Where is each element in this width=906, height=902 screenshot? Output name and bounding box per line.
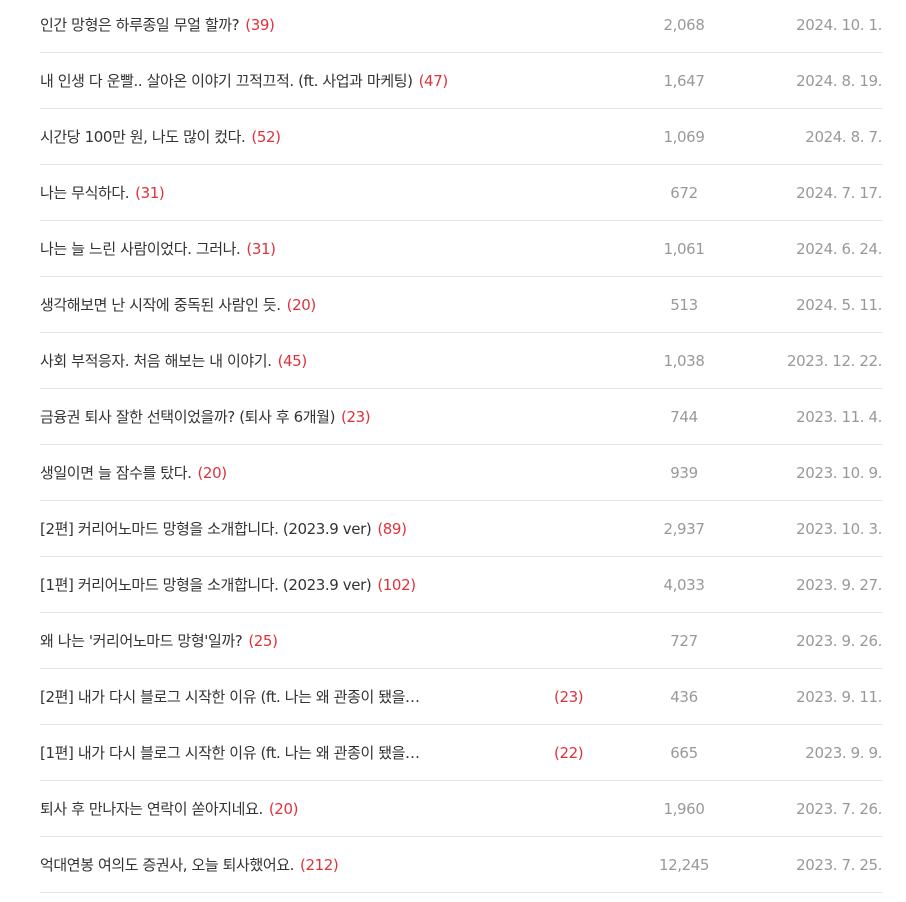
post-row[interactable]: 내 인생 다 운빨.. 살아온 이야기 끄적끄적. (ft. 사업과 마케팅) … [40, 53, 882, 109]
post-date: 2023. 9. 26. [796, 631, 882, 650]
view-count: 1,038 [663, 351, 705, 370]
post-date: 2024. 7. 17. [796, 183, 882, 202]
comment-count-link[interactable]: (20) [286, 295, 317, 314]
post-title-cell: 왜 나는 '커리어노마드 망형'일까? (25) [40, 630, 630, 651]
post-row[interactable]: 금융권 퇴사 잘한 선택이었을까? (퇴사 후 6개월) (23) 744 20… [40, 389, 882, 445]
view-count: 436 [670, 687, 698, 706]
view-count: 2,068 [663, 15, 705, 34]
post-title-link[interactable]: 나는 늘 느린 사람이었다. 그러나. [40, 240, 241, 258]
post-title-link[interactable]: 내 인생 다 운빨.. 살아온 이야기 끄적끄적. (ft. 사업과 마케팅) [40, 72, 413, 90]
post-title-link[interactable]: [2편] 커리어노마드 망형을 소개합니다. (2023.9 ver) [40, 520, 372, 538]
post-title-cell: [1편] 커리어노마드 망형을 소개합니다. (2023.9 ver) (102… [40, 574, 630, 595]
post-date: 2023. 9. 9. [805, 743, 882, 762]
comment-count-link[interactable]: (39) [245, 15, 275, 34]
post-title-link[interactable]: 사회 부적응자. 처음 해보는 내 이야기. [40, 352, 272, 370]
post-date: 2024. 6. 24. [796, 239, 882, 258]
post-title-link[interactable]: [1편] 커리어노마드 망형을 소개합니다. (2023.9 ver) [40, 576, 372, 594]
view-count: 665 [670, 743, 698, 762]
post-title-cell: 금융권 퇴사 잘한 선택이었을까? (퇴사 후 6개월) (23) [40, 406, 630, 427]
post-date: 2024. 8. 19. [796, 71, 882, 90]
post-date: 2024. 10. 1. [796, 15, 882, 34]
view-count: 672 [670, 183, 698, 202]
comment-count-link[interactable]: (52) [251, 127, 281, 146]
post-title-cell: 인간 망형은 하루종일 무얼 할까? (39) [40, 14, 630, 35]
post-title-cell: [2편] 내가 다시 블로그 시작한 이유 (ft. 나는 왜 관종이 됐을… … [40, 686, 630, 707]
post-row[interactable]: [2편] 커리어노마드 망형을 소개합니다. (2023.9 ver) (89)… [40, 501, 882, 557]
post-title-cell: 생일이면 늘 잠수를 탔다. (20) [40, 462, 630, 483]
post-title-link[interactable]: 생각해보면 난 시작에 중독된 사람인 듯. [40, 296, 281, 314]
post-title-link[interactable]: 시간당 100만 원, 나도 많이 컸다. [40, 128, 246, 146]
post-date: 2023. 7. 26. [796, 799, 882, 818]
comment-count-link[interactable]: (20) [197, 463, 227, 482]
post-row[interactable]: 억대연봉 여의도 증권사, 오늘 퇴사했어요. (212) 12,245 202… [40, 837, 882, 893]
post-title-cell: 퇴사 후 만나자는 연락이 쏟아지네요. (20) [40, 798, 630, 819]
comment-count-link[interactable]: (89) [377, 519, 407, 538]
post-title-cell: [1편] 내가 다시 블로그 시작한 이유 (ft. 나는 왜 관종이 됐을… … [40, 742, 630, 763]
view-count: 2,937 [663, 519, 705, 538]
post-title-cell: 시간당 100만 원, 나도 많이 컸다. (52) [40, 126, 630, 147]
post-row[interactable]: 생일이면 늘 잠수를 탔다. (20) 939 2023. 10. 9. [40, 445, 882, 501]
post-title-cell: 억대연봉 여의도 증권사, 오늘 퇴사했어요. (212) [40, 854, 630, 875]
post-date: 2023. 9. 27. [796, 575, 882, 594]
post-title-cell: 나는 늘 느린 사람이었다. 그러나. (31) [40, 238, 630, 259]
view-count: 744 [670, 407, 698, 426]
post-row[interactable]: [2편] 내가 다시 블로그 시작한 이유 (ft. 나는 왜 관종이 됐을… … [40, 669, 882, 725]
post-title-link[interactable]: 퇴사 후 만나자는 연락이 쏟아지네요. [40, 800, 263, 818]
post-row[interactable]: [1편] 커리어노마드 망형을 소개합니다. (2023.9 ver) (102… [40, 557, 882, 613]
post-title-link[interactable]: [2편] 내가 다시 블로그 시작한 이유 (ft. 나는 왜 관종이 됐을… [40, 688, 420, 706]
post-date: 2024. 5. 11. [796, 295, 882, 314]
post-list: 인간 망형은 하루종일 무얼 할까? (39) 2,068 2024. 10. … [40, 0, 882, 893]
post-row[interactable]: 시간당 100만 원, 나도 많이 컸다. (52) 1,069 2024. 8… [40, 109, 882, 165]
post-title-cell: 내 인생 다 운빨.. 살아온 이야기 끄적끄적. (ft. 사업과 마케팅) … [40, 70, 630, 91]
post-title-link[interactable]: 금융권 퇴사 잘한 선택이었을까? (퇴사 후 6개월) [40, 408, 336, 426]
post-row[interactable]: 나는 무식하다. (31) 672 2024. 7. 17. [40, 165, 882, 221]
post-row[interactable]: 인간 망형은 하루종일 무얼 할까? (39) 2,068 2024. 10. … [40, 0, 882, 53]
comment-count-link[interactable]: (212) [300, 855, 339, 874]
post-date: 2023. 10. 9. [796, 463, 882, 482]
post-row[interactable]: 퇴사 후 만나자는 연락이 쏟아지네요. (20) 1,960 2023. 7.… [40, 781, 882, 837]
post-row[interactable]: 생각해보면 난 시작에 중독된 사람인 듯. (20) 513 2024. 5.… [40, 277, 882, 333]
post-date: 2024. 8. 7. [805, 127, 882, 146]
view-count: 513 [670, 295, 698, 314]
post-title-link[interactable]: 왜 나는 '커리어노마드 망형'일까? [40, 632, 243, 650]
post-date: 2023. 12. 22. [787, 351, 882, 370]
post-title-cell: [2편] 커리어노마드 망형을 소개합니다. (2023.9 ver) (89) [40, 518, 630, 539]
view-count: 939 [670, 463, 698, 482]
post-date: 2023. 9. 11. [796, 687, 882, 706]
view-count: 1,960 [663, 799, 705, 818]
post-row[interactable]: 왜 나는 '커리어노마드 망형'일까? (25) 727 2023. 9. 26… [40, 613, 882, 669]
comment-count-link[interactable]: (25) [248, 631, 278, 650]
post-title-cell: 생각해보면 난 시작에 중독된 사람인 듯. (20) [40, 294, 630, 315]
view-count: 1,069 [663, 127, 705, 146]
comment-count-link[interactable]: (102) [377, 575, 416, 594]
post-title-link[interactable]: 생일이면 늘 잠수를 탔다. [40, 464, 192, 482]
view-count: 1,061 [663, 239, 705, 258]
post-date: 2023. 11. 4. [796, 407, 882, 426]
post-title-cell: 사회 부적응자. 처음 해보는 내 이야기. (45) [40, 350, 630, 371]
post-title-link[interactable]: 나는 무식하다. [40, 184, 130, 202]
post-row[interactable]: 나는 늘 느린 사람이었다. 그러나. (31) 1,061 2024. 6. … [40, 221, 882, 277]
comment-count-link[interactable]: (31) [246, 239, 276, 258]
comment-count-link[interactable]: (23) [554, 687, 584, 706]
view-count: 4,033 [663, 575, 705, 594]
post-row[interactable]: [1편] 내가 다시 블로그 시작한 이유 (ft. 나는 왜 관종이 됐을… … [40, 725, 882, 781]
comment-count-link[interactable]: (23) [341, 407, 371, 426]
view-count: 12,245 [658, 855, 710, 874]
comment-count-link[interactable]: (47) [418, 71, 449, 90]
comment-count-link[interactable]: (45) [277, 351, 308, 370]
view-count: 727 [670, 631, 698, 650]
post-date: 2023. 7. 25. [796, 855, 882, 874]
comment-count-link[interactable]: (22) [554, 743, 584, 762]
post-row[interactable]: 사회 부적응자. 처음 해보는 내 이야기. (45) 1,038 2023. … [40, 333, 882, 389]
comment-count-link[interactable]: (31) [135, 183, 165, 202]
post-title-link[interactable]: 억대연봉 여의도 증권사, 오늘 퇴사했어요. [40, 856, 295, 874]
comment-count-link[interactable]: (20) [268, 799, 299, 818]
post-title-cell: 나는 무식하다. (31) [40, 182, 630, 203]
post-title-link[interactable]: 인간 망형은 하루종일 무얼 할까? [40, 16, 240, 34]
view-count: 1,647 [663, 71, 705, 90]
post-title-link[interactable]: [1편] 내가 다시 블로그 시작한 이유 (ft. 나는 왜 관종이 됐을… [40, 744, 420, 762]
post-date: 2023. 10. 3. [796, 519, 882, 538]
